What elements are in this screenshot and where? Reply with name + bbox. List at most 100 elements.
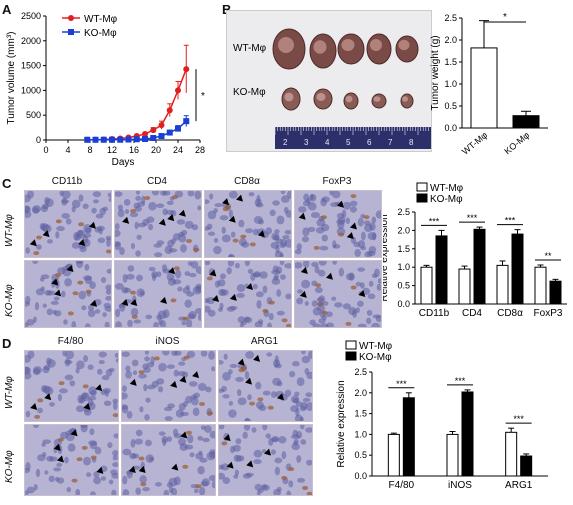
ihc-column-label: CD8α [234, 176, 260, 187]
legend-label: KO-Mφ [430, 194, 463, 205]
bar-wt [496, 264, 509, 305]
panel-letter-d: D [2, 336, 12, 351]
legend-swatch [416, 182, 428, 192]
x-tick-label: CD11b [419, 308, 450, 319]
legend-label: KO-Mφ [359, 352, 392, 363]
x-tick-label: ARG1 [505, 480, 533, 491]
x-tick-label: 12 [107, 145, 117, 155]
legend-label: WT-Mφ [84, 14, 118, 25]
data-point-ko [158, 133, 165, 140]
tumor-highlight [345, 95, 353, 103]
x-tick-label: 24 [173, 145, 183, 155]
ihc-tile [24, 350, 119, 422]
y-axis-label: Tumor weight (g) [430, 35, 441, 110]
x-tick-label: iNOS [448, 480, 472, 491]
bar-ko [473, 228, 486, 305]
data-point-ko [84, 136, 91, 143]
ihc-row-label: WT-Mφ [4, 376, 15, 409]
data-point-wt [166, 107, 173, 114]
x-tick-label: F4/80 [389, 480, 415, 491]
ihc-tile [204, 190, 292, 258]
ihc-column-label: F4/80 [57, 336, 84, 347]
x-tick-label: 0 [43, 145, 48, 155]
data-point-ko [166, 129, 173, 136]
legend-marker-ko [68, 29, 74, 35]
y-axis-label: Relative expression [383, 214, 390, 301]
y-tick-label: 0.0 [397, 299, 410, 309]
y-tick-label: 1.0 [444, 79, 457, 89]
bar-ko [402, 397, 415, 477]
series-line-wt [87, 68, 187, 141]
ruler-number: 8 [409, 138, 414, 147]
x-tick-label: 8 [87, 145, 92, 155]
bar-wt [534, 266, 547, 305]
ruler-number: 5 [346, 138, 351, 147]
photo-row-label-ko: KO-Mφ [233, 87, 266, 98]
x-tick-label: 4 [65, 145, 70, 155]
y-tick-label: 2.5 [397, 207, 410, 217]
x-tick-label: FoxP3 [534, 308, 563, 319]
tumor-highlight [370, 39, 382, 51]
bar-ko [435, 235, 448, 305]
bar-wt [458, 268, 471, 305]
x-axis-label: Days [112, 157, 135, 168]
bar-ko [511, 233, 524, 305]
data-point-ko [100, 136, 107, 143]
ihc-tile [218, 350, 313, 422]
y-tick-label: 500 [26, 110, 41, 120]
data-point-ko [109, 136, 115, 143]
ihc-tile [294, 260, 382, 328]
y-tick-label: 1.0 [354, 429, 367, 439]
data-point-wt [158, 122, 165, 129]
tumor-weight-chart: 0.0 0.5 1.0 1.5 2.0 2.5 Tumor weight (g) WT-Mφ K… [430, 12, 548, 157]
tumor-highlight [373, 96, 381, 102]
legend-label: WT-Mφ [430, 183, 464, 194]
legend-swatch [345, 351, 357, 361]
bar-wt [387, 433, 400, 477]
ihc-row-label: KO-Mφ [4, 284, 15, 317]
data-point-ko [133, 136, 140, 143]
legend-marker-wt [68, 15, 74, 21]
data-point-ko [142, 136, 148, 143]
y-tick-label: 1.5 [444, 57, 457, 67]
y-tick-label: 2.5 [444, 13, 457, 23]
ihc-column-label: CD4 [146, 176, 167, 187]
ihc-tile [218, 424, 313, 496]
ruler-number: 3 [304, 138, 309, 147]
tumor-highlight [284, 92, 294, 102]
legend-swatch [345, 340, 357, 350]
x-tick-label: 16 [129, 145, 139, 155]
ihc-tile [114, 260, 202, 328]
ihc-tile [24, 260, 112, 328]
significance-mark: *** [429, 216, 440, 226]
y-tick-label: 2.5 [354, 367, 367, 377]
ruler-number: 6 [367, 138, 372, 147]
ihc-tile [121, 424, 216, 496]
ihc-tile [204, 260, 292, 328]
ihc-tile [121, 350, 216, 422]
panel-letter-a: A [2, 2, 12, 17]
bar-wt [470, 47, 498, 129]
tumor-highlight [341, 39, 355, 51]
photo-row-label-wt: WT-Mφ [233, 43, 267, 54]
y-tick-label: 1.0 [397, 262, 410, 272]
ihc-row-label: WT-Mφ [4, 214, 15, 247]
ihc-tile [294, 190, 382, 258]
panel-letter-b: B [222, 2, 231, 17]
ihc-grid-d: F4/80 iNOS ARG1 WT-Mφ KO-Mφ [0, 336, 313, 496]
significance-mark: * [201, 91, 205, 102]
tumor-highlight [313, 40, 327, 54]
ihc-tile [24, 190, 112, 258]
y-tick-label: 0.0 [444, 123, 457, 133]
y-tick-label: 0.5 [354, 450, 367, 460]
data-point-wt [175, 87, 181, 94]
y-tick-label: 1.5 [397, 244, 410, 254]
y-axis-label: Tumor volume (mm³) [6, 32, 17, 125]
y-tick-label: 2500 [21, 11, 41, 21]
ruler-number: 2 [283, 138, 288, 147]
data-point-ko [175, 125, 181, 132]
ihc-column-label: FoxP3 [322, 176, 352, 187]
x-tick-label: CD4 [462, 308, 482, 319]
x-tick-label: CD8α [497, 308, 523, 319]
bar-ko [512, 115, 540, 129]
